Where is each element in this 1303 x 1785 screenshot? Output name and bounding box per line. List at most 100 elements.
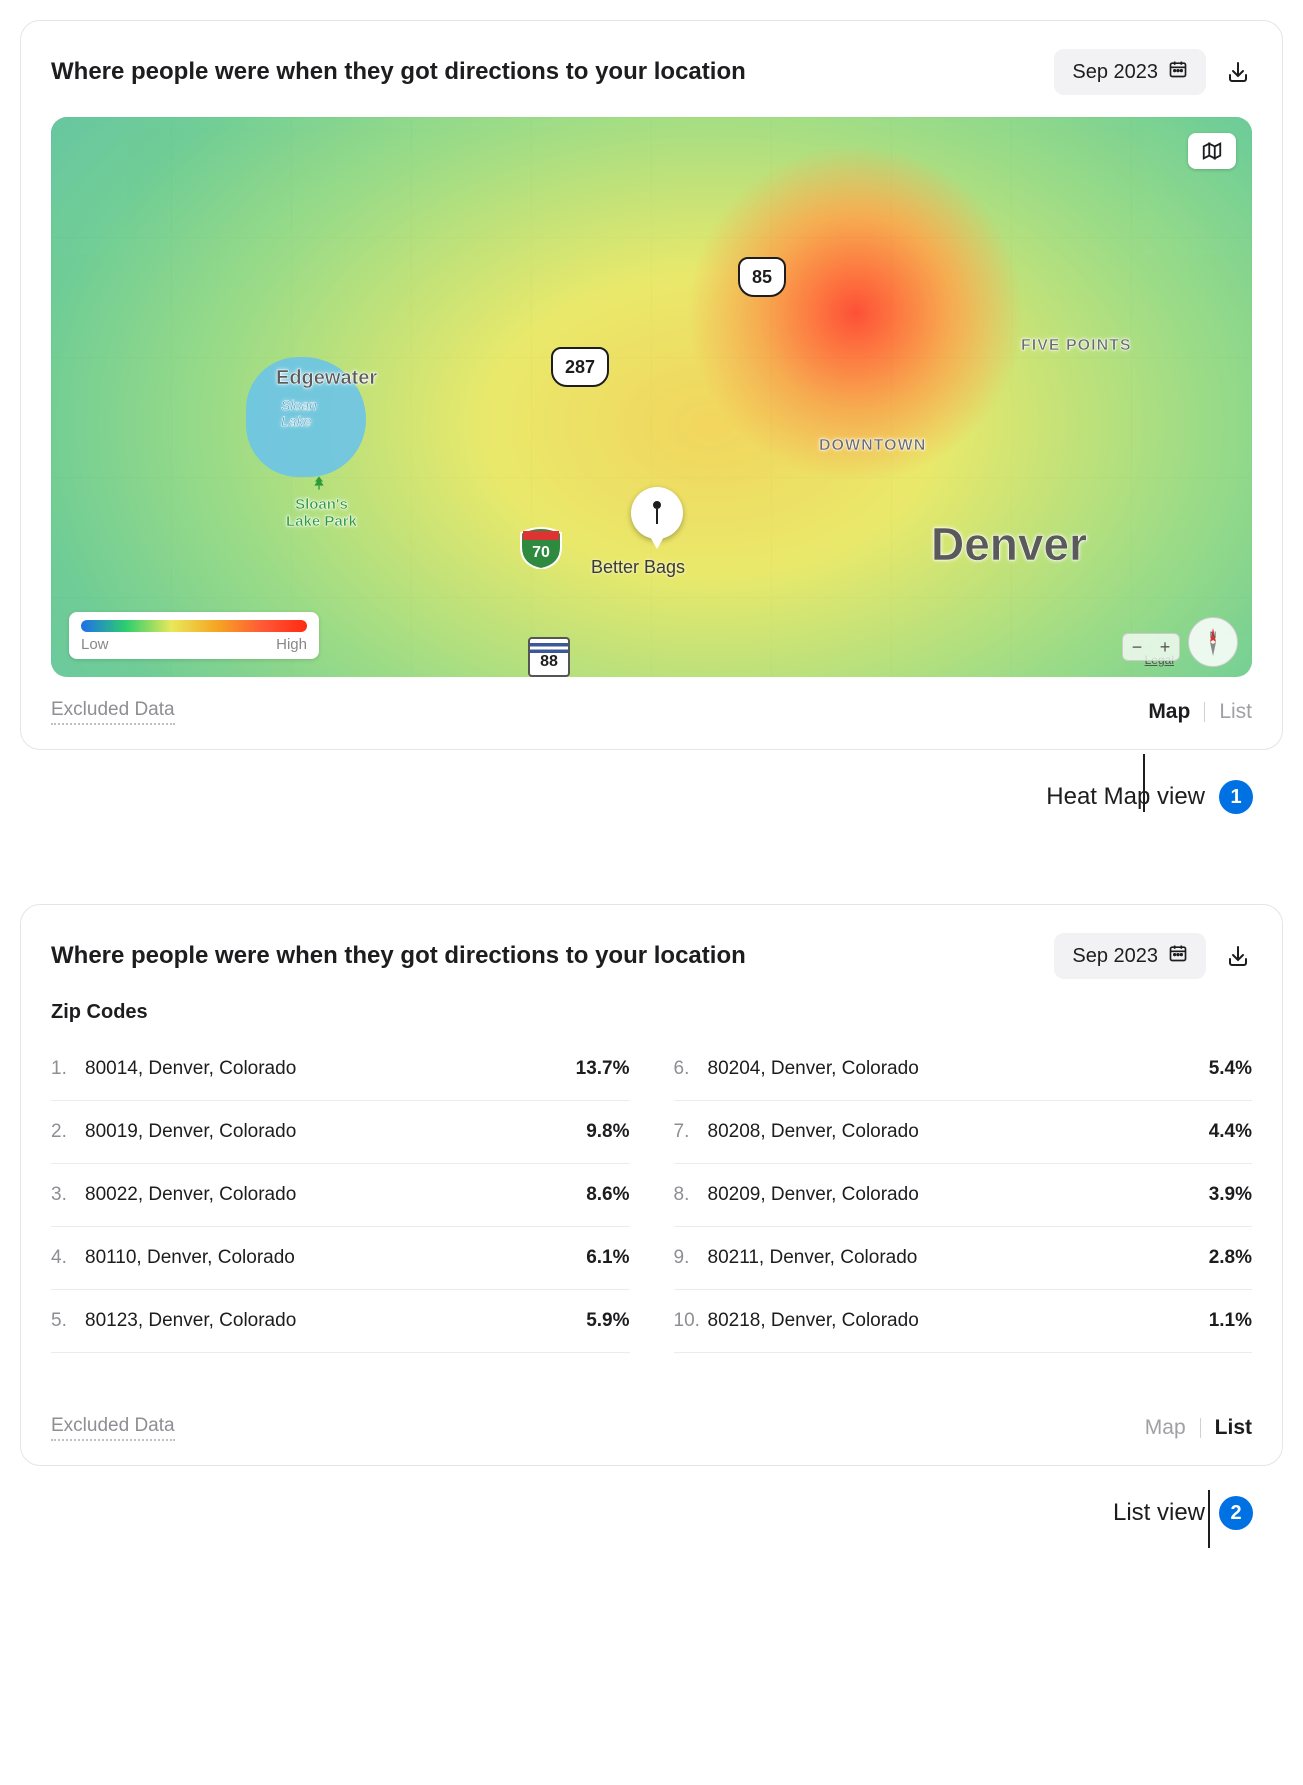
- zip-code-columns: 1.80014, Denver, Colorado13.7% 2.80019, …: [51, 1038, 1252, 1353]
- svg-text:70: 70: [532, 544, 550, 561]
- zip-name: 80019, Denver, Colorado: [85, 1121, 586, 1143]
- us-287-shield: 287: [551, 347, 609, 387]
- date-range-picker[interactable]: Sep 2023: [1054, 49, 1206, 95]
- callout-2-text: List view: [1113, 1499, 1205, 1527]
- zip-codes-heading: Zip Codes: [51, 1001, 1252, 1024]
- zip-row: 3.80022, Denver, Colorado8.6%: [51, 1164, 630, 1227]
- zip-row: 6.80204, Denver, Colorado5.4%: [674, 1038, 1253, 1101]
- zip-name: 80022, Denver, Colorado: [85, 1184, 586, 1206]
- callout-1-badge: 1: [1219, 780, 1253, 814]
- zip-rank: 6.: [674, 1058, 708, 1080]
- zip-name: 80209, Denver, Colorado: [708, 1184, 1209, 1206]
- zip-pct: 1.1%: [1209, 1310, 1252, 1332]
- label-five-points: FIVE POINTS: [1021, 337, 1132, 355]
- label-edgewater: Edgewater: [276, 367, 377, 390]
- zip-pct: 8.6%: [586, 1184, 629, 1206]
- header-controls: Sep 2023: [1054, 933, 1252, 979]
- callout-line-1: [1143, 754, 1145, 812]
- zip-pct: 13.7%: [576, 1058, 630, 1080]
- zip-name: 80110, Denver, Colorado: [85, 1247, 586, 1269]
- download-button[interactable]: [1224, 942, 1252, 970]
- zoom-out-icon[interactable]: −: [1132, 637, 1143, 658]
- date-label: Sep 2023: [1072, 945, 1158, 968]
- view-divider: [1204, 702, 1205, 722]
- zip-row: 5.80123, Denver, Colorado5.9%: [51, 1290, 630, 1353]
- calendar-icon: [1168, 59, 1188, 85]
- map-layers-button[interactable]: [1188, 133, 1236, 169]
- co-88-shield: 88: [528, 637, 570, 677]
- label-downtown: DOWNTOWN: [819, 437, 926, 455]
- card-header: Where people were when they got directio…: [51, 933, 1252, 979]
- zip-rank: 3.: [51, 1184, 85, 1206]
- heat-overlay: [51, 117, 1252, 677]
- zip-row: 1.80014, Denver, Colorado13.7%: [51, 1038, 630, 1101]
- view-map-tab[interactable]: Map: [1148, 700, 1190, 724]
- zip-row: 7.80208, Denver, Colorado4.4%: [674, 1101, 1253, 1164]
- zip-name: 80014, Denver, Colorado: [85, 1058, 576, 1080]
- zoom-in-icon[interactable]: +: [1160, 637, 1171, 658]
- callout-2: List view 2: [20, 1496, 1253, 1530]
- calendar-icon: [1168, 943, 1188, 969]
- callout-1: Heat Map view 1: [20, 780, 1253, 814]
- legend-low: Low: [81, 636, 109, 653]
- zip-name: 80218, Denver, Colorado: [708, 1310, 1209, 1332]
- view-list-tab[interactable]: List: [1219, 700, 1252, 724]
- zip-name: 80211, Denver, Colorado: [708, 1247, 1209, 1269]
- zip-pct: 5.4%: [1209, 1058, 1252, 1080]
- directions-heatmap-card: Where people were when they got directio…: [20, 20, 1283, 750]
- svg-text:N: N: [1210, 630, 1217, 640]
- card-title: Where people were when they got directio…: [51, 58, 746, 86]
- zip-rank: 7.: [674, 1121, 708, 1143]
- view-toggle: Map List: [1145, 1416, 1252, 1440]
- card-footer: Excluded Data Map List: [51, 699, 1252, 725]
- legend-gradient: [81, 620, 307, 632]
- zip-pct: 3.9%: [1209, 1184, 1252, 1206]
- zoom-control[interactable]: −+: [1122, 633, 1180, 661]
- pin-label: Better Bags: [591, 557, 685, 578]
- view-list-tab[interactable]: List: [1215, 1416, 1252, 1440]
- zip-name: 80204, Denver, Colorado: [708, 1058, 1209, 1080]
- city-label: Denver: [931, 517, 1087, 571]
- callout-line-2: [1208, 1490, 1210, 1548]
- zip-col-right: 6.80204, Denver, Colorado5.4% 7.80208, D…: [674, 1038, 1253, 1353]
- zip-rank: 8.: [674, 1184, 708, 1206]
- zip-col-left: 1.80014, Denver, Colorado13.7% 2.80019, …: [51, 1038, 630, 1353]
- card-footer: Excluded Data Map List: [51, 1415, 1252, 1441]
- date-range-picker[interactable]: Sep 2023: [1054, 933, 1206, 979]
- heat-legend: Low High: [69, 612, 319, 659]
- compass-control[interactable]: N: [1188, 617, 1238, 667]
- co-88-number: 88: [540, 653, 558, 671]
- zip-rank: 5.: [51, 1310, 85, 1332]
- heatmap-container[interactable]: Denver DOWNTOWN FIVE POINTS CAPITOL HILL…: [51, 117, 1252, 677]
- legend-high: High: [276, 636, 307, 653]
- view-toggle: Map List: [1148, 700, 1252, 724]
- zip-pct: 4.4%: [1209, 1121, 1252, 1143]
- zip-pct: 9.8%: [586, 1121, 629, 1143]
- zip-rank: 4.: [51, 1247, 85, 1269]
- excluded-data-link[interactable]: Excluded Data: [51, 699, 175, 725]
- header-controls: Sep 2023: [1054, 49, 1252, 95]
- zip-name: 80123, Denver, Colorado: [85, 1310, 586, 1332]
- zip-pct: 5.9%: [586, 1310, 629, 1332]
- excluded-data-link[interactable]: Excluded Data: [51, 1415, 175, 1441]
- tree-icon: [311, 475, 327, 496]
- zip-row: 2.80019, Denver, Colorado9.8%: [51, 1101, 630, 1164]
- date-label: Sep 2023: [1072, 61, 1158, 84]
- download-button[interactable]: [1224, 58, 1252, 86]
- location-pin[interactable]: [631, 487, 683, 539]
- zip-row: 9.80211, Denver, Colorado2.8%: [674, 1227, 1253, 1290]
- i-70-shield: 70: [519, 525, 563, 569]
- zip-rank: 9.: [674, 1247, 708, 1269]
- us-85-shield: 85: [738, 257, 786, 297]
- zip-rank: 1.: [51, 1058, 85, 1080]
- label-sloans-lake-park: Sloan's Lake Park: [286, 497, 357, 530]
- zip-row: 8.80209, Denver, Colorado3.9%: [674, 1164, 1253, 1227]
- card-header: Where people were when they got directio…: [51, 49, 1252, 95]
- zip-rank: 10.: [674, 1310, 708, 1332]
- zip-name: 80208, Denver, Colorado: [708, 1121, 1209, 1143]
- view-map-tab[interactable]: Map: [1145, 1416, 1186, 1440]
- zip-row: 10.80218, Denver, Colorado1.1%: [674, 1290, 1253, 1353]
- label-sloan-lake: Sloan Lake: [281, 397, 317, 429]
- view-divider: [1200, 1418, 1201, 1438]
- zip-row: 4.80110, Denver, Colorado6.1%: [51, 1227, 630, 1290]
